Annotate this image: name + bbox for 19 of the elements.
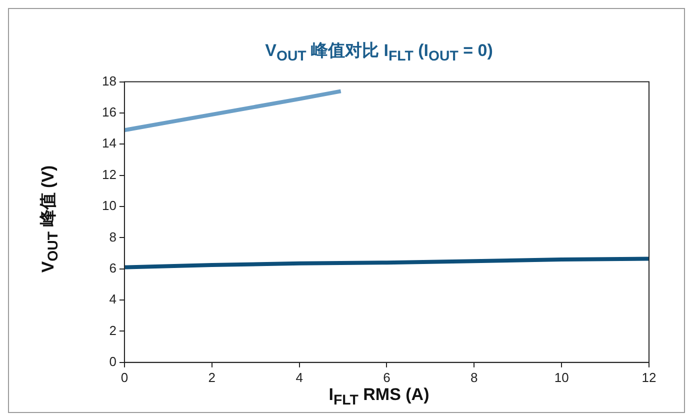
y-tick-label: 2 [109, 322, 116, 338]
x-tick-label: 4 [296, 370, 303, 385]
x-tick-label: 8 [470, 370, 478, 385]
y-tick-label: 0 [109, 354, 116, 369]
y-tick-label: 18 [102, 73, 116, 88]
x-tick-label: 2 [208, 370, 216, 385]
y-tick-label: 12 [102, 166, 116, 182]
y-tick-label: 10 [102, 198, 116, 214]
y-tick-label: 16 [102, 104, 116, 120]
x-tick-label: 12 [642, 370, 656, 385]
y-tick-label: 6 [109, 260, 116, 276]
chart-title: V$_{OUT}$ 峰值对比 I$_{FLT}$ (I$_{OUT}$ = 0) [264, 40, 494, 64]
y-tick-label: 8 [109, 229, 116, 244]
y-tick-label: 14 [102, 136, 116, 151]
x-axis-title: I$_{FLT}$ RMS (A) [328, 385, 430, 408]
x-tick-label: 6 [383, 370, 390, 385]
y-tick-label: 4 [109, 292, 116, 307]
x-tick-label: 0 [120, 370, 128, 385]
x-tick-label: 10 [554, 370, 569, 385]
